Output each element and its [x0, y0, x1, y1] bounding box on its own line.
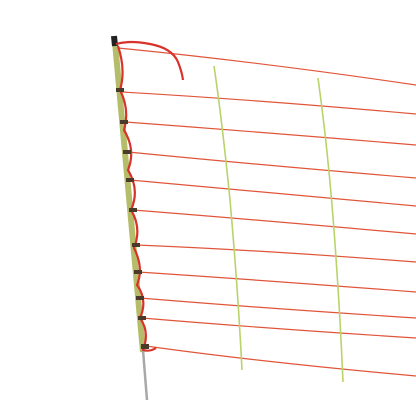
insulators: [116, 88, 149, 349]
wire: [132, 209, 416, 235]
insulator: [126, 178, 134, 182]
wire: [121, 91, 416, 115]
horizontal-wires: [117, 47, 416, 377]
insulator: [132, 243, 140, 247]
wire: [124, 121, 416, 146]
vertical-wire: [317, 77, 344, 383]
fence-post: [111, 35, 149, 401]
post-spike: [141, 349, 149, 401]
insulator: [129, 208, 137, 212]
post-pole: [112, 41, 146, 353]
insulator: [138, 316, 146, 320]
insulator: [116, 88, 124, 92]
wire: [139, 297, 416, 319]
insulator: [120, 120, 128, 124]
post-cap: [111, 35, 118, 47]
wire: [117, 47, 416, 86]
wire: [135, 244, 416, 263]
red-lead: [115, 40, 185, 352]
wire: [137, 271, 416, 293]
wire: [141, 317, 416, 339]
insulator: [134, 270, 142, 274]
insulator: [136, 296, 144, 300]
wire: [145, 345, 416, 377]
vertical-wires: [213, 65, 344, 383]
lead-wire: [115, 40, 185, 352]
wire: [129, 179, 416, 207]
wire: [127, 151, 416, 179]
insulator: [141, 344, 149, 349]
insulator: [123, 150, 131, 154]
vertical-wire: [213, 65, 243, 371]
